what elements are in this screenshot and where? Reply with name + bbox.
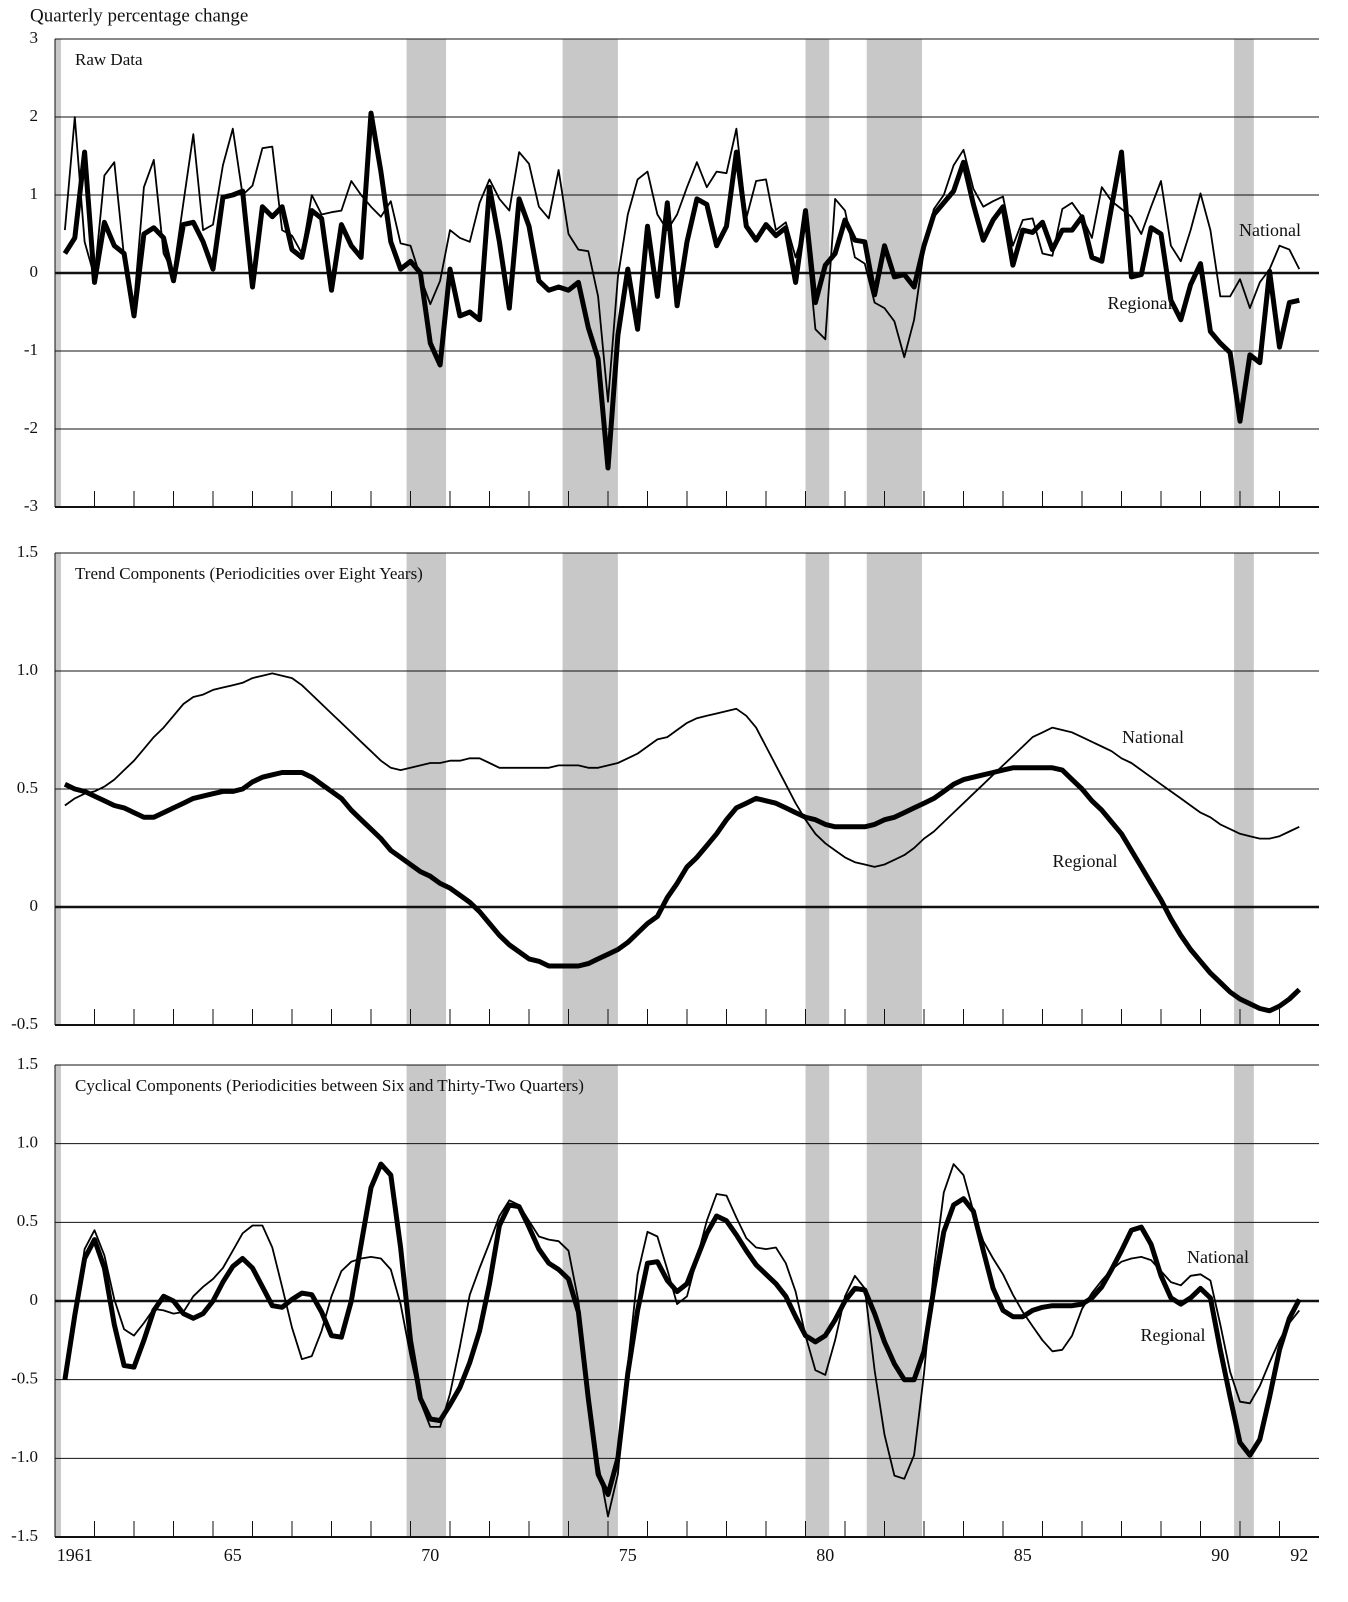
panel-title: Cyclical Components (Periodicities betwe… <box>75 1076 584 1095</box>
x-tick-label: 90 <box>1211 1545 1229 1565</box>
y-tick-label: -1.0 <box>11 1447 38 1466</box>
series-label: National <box>1122 727 1184 747</box>
y-tick-label: -3 <box>24 496 38 515</box>
series-line <box>63 765 1302 1014</box>
series-label: National <box>1239 220 1301 240</box>
series-line <box>64 1163 1301 1518</box>
panel-title: Raw Data <box>75 50 143 69</box>
y-tick-label: 2 <box>30 106 39 125</box>
y-tick-label: 0 <box>30 1290 39 1309</box>
y-tick-label: 1.0 <box>17 1133 38 1152</box>
y-tick-label: 1 <box>30 184 39 203</box>
x-tick-label: 92 <box>1290 1545 1308 1565</box>
x-tick-label: 65 <box>224 1545 242 1565</box>
y-tick-label: 1.0 <box>17 660 38 679</box>
y-tick-label: -0.5 <box>11 1369 38 1388</box>
y-tick-label: -1 <box>24 340 38 359</box>
y-tick-label: -1.5 <box>11 1526 38 1545</box>
y-tick-label: 1.5 <box>17 542 38 561</box>
series-line <box>64 672 1300 868</box>
y-tick-label: 3 <box>30 28 39 47</box>
y-tick-label: -2 <box>24 418 38 437</box>
y-tick-label: 0 <box>30 262 39 281</box>
x-tick-label: 1961 <box>57 1545 93 1565</box>
x-tick-label: 80 <box>816 1545 834 1565</box>
x-tick-label: 85 <box>1014 1545 1032 1565</box>
panel-title: Trend Components (Periodicities over Eig… <box>75 564 423 583</box>
y-tick-label: 1.5 <box>17 1054 38 1073</box>
y-tick-label: -0.5 <box>11 1014 38 1033</box>
series-line <box>64 116 1301 403</box>
y-tick-label: 0 <box>30 896 39 915</box>
y-tick-label: 0.5 <box>17 1211 38 1230</box>
series-line <box>62 110 1300 471</box>
series-label: Regional <box>1108 293 1173 313</box>
y-axis-label: Quarterly percentage change <box>30 5 248 26</box>
series-label: Regional <box>1053 851 1118 871</box>
series-label: National <box>1187 1247 1249 1267</box>
series-line <box>62 1161 1302 1497</box>
x-tick-label: 75 <box>619 1545 637 1565</box>
y-tick-label: 0.5 <box>17 778 38 797</box>
series-label: Regional <box>1141 1325 1206 1345</box>
x-tick-label: 70 <box>421 1545 439 1565</box>
